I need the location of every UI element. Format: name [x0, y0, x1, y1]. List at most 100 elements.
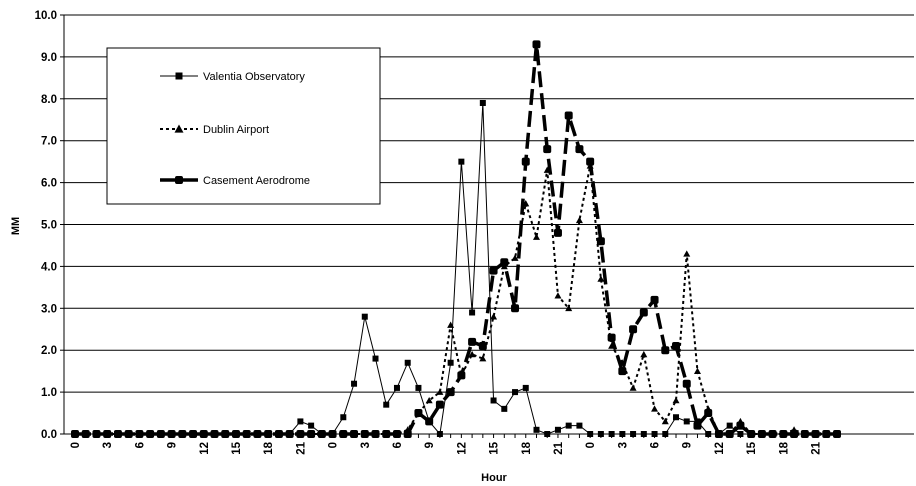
data-point	[92, 430, 101, 438]
data-point	[361, 313, 368, 320]
y-tick-label: 7.0	[41, 136, 57, 148]
data-point	[511, 254, 519, 261]
data-point	[661, 417, 669, 425]
data-point	[307, 430, 316, 438]
y-axis-ticks: 0.0 1.0 2.0 3.0 4.0 5.0 6.0 7.0 8.0 9.0 10.0	[35, 10, 57, 441]
data-point	[414, 409, 423, 418]
data-point	[458, 158, 465, 165]
data-point	[576, 422, 583, 429]
legend-swatch-marker	[175, 72, 183, 80]
y-tick-label: 3.0	[41, 303, 57, 315]
data-point	[661, 346, 670, 355]
data-point	[478, 342, 487, 351]
x-tick-label: 3	[360, 442, 372, 448]
data-point	[425, 417, 434, 426]
data-point	[833, 430, 841, 438]
y-tick-label: 1.0	[41, 387, 57, 399]
x-tick-label: 12	[456, 442, 468, 455]
data-point	[630, 431, 637, 437]
data-point	[800, 430, 809, 438]
data-point	[264, 430, 273, 438]
data-point	[639, 308, 648, 317]
data-point	[640, 431, 647, 437]
data-point	[725, 430, 734, 438]
data-point	[350, 430, 359, 438]
data-point	[737, 431, 744, 437]
x-tick-label: 12	[714, 442, 726, 455]
data-point	[575, 145, 584, 154]
data-point	[575, 216, 583, 224]
data-point	[596, 237, 605, 246]
data-point	[199, 430, 208, 438]
data-point	[297, 418, 304, 425]
data-point	[103, 430, 112, 438]
data-point	[81, 430, 90, 438]
data-point	[178, 430, 187, 438]
x-tick-label: 3	[102, 442, 114, 448]
data-point	[360, 430, 369, 438]
data-point	[403, 430, 412, 438]
data-point	[553, 228, 562, 237]
data-point	[415, 384, 422, 391]
x-tick-label: 6	[650, 442, 662, 448]
x-axis-title: Hour	[481, 472, 507, 484]
data-point	[714, 430, 723, 438]
data-point	[189, 430, 198, 438]
legend-swatch-marker	[175, 176, 183, 184]
series-casement-aerodrome	[71, 40, 841, 438]
legend: Valentia Observatory Dublin Airport Caseme…	[106, 47, 381, 205]
x-tick-label: 6	[134, 442, 146, 448]
x-tick-label: 6	[392, 442, 404, 448]
data-point	[285, 430, 294, 438]
data-point	[747, 430, 756, 438]
data-point	[683, 418, 690, 425]
data-point	[490, 313, 498, 320]
x-tick-label: 18	[778, 441, 790, 454]
data-point	[651, 405, 659, 412]
x-tick-label: 0	[70, 442, 82, 448]
data-point	[372, 355, 379, 362]
data-point	[565, 304, 573, 312]
data-point	[650, 295, 659, 304]
data-point	[511, 304, 520, 313]
data-point	[308, 422, 315, 429]
data-point	[253, 430, 262, 438]
data-point	[296, 430, 305, 438]
data-point	[371, 430, 380, 438]
data-point	[618, 367, 627, 376]
data-point	[425, 396, 433, 404]
data-point	[565, 422, 572, 429]
data-point	[544, 431, 551, 437]
x-tick-label: 18	[263, 441, 275, 454]
legend-label: Casement Aerodrome	[203, 175, 310, 187]
data-point	[457, 371, 466, 380]
data-point	[274, 430, 283, 438]
data-point	[608, 431, 615, 437]
data-point	[242, 430, 251, 438]
data-point	[587, 431, 594, 437]
x-tick-label: 15	[231, 441, 243, 454]
data-point	[167, 430, 176, 438]
y-tick-label: 8.0	[41, 94, 57, 106]
data-point	[532, 40, 541, 49]
data-point	[479, 355, 487, 362]
data-point	[705, 431, 712, 437]
y-tick-label: 9.0	[41, 52, 57, 64]
data-point	[156, 430, 165, 438]
data-point	[468, 350, 476, 358]
legend-box	[106, 47, 381, 205]
data-point	[822, 430, 831, 438]
legend-label: Dublin Airport	[203, 124, 269, 136]
data-point	[231, 430, 240, 438]
data-point	[328, 430, 337, 438]
data-point	[564, 111, 573, 120]
data-point	[704, 409, 713, 418]
data-point	[629, 325, 638, 334]
data-point	[533, 426, 540, 433]
data-point	[124, 430, 133, 438]
data-point	[532, 233, 540, 240]
data-point	[339, 430, 348, 438]
data-point	[651, 431, 658, 437]
data-point	[221, 430, 230, 438]
data-point	[672, 396, 680, 404]
